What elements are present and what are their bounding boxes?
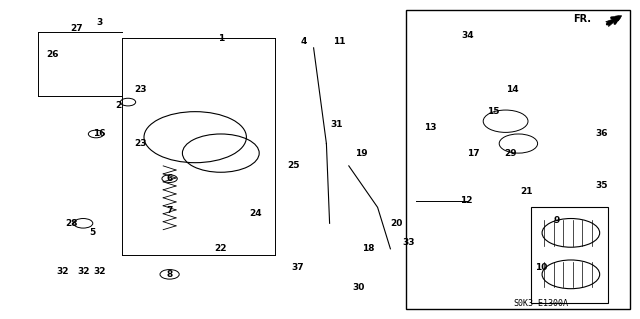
Text: 4: 4 bbox=[301, 37, 307, 46]
Text: 16: 16 bbox=[93, 130, 106, 138]
Text: 8: 8 bbox=[166, 270, 173, 279]
Text: 14: 14 bbox=[506, 85, 518, 94]
Bar bbox=[406, 10, 630, 309]
Text: 30: 30 bbox=[352, 283, 365, 292]
Text: 32: 32 bbox=[56, 267, 69, 276]
Text: 5: 5 bbox=[90, 228, 96, 237]
Bar bbox=[531, 207, 608, 303]
Text: 21: 21 bbox=[520, 187, 533, 196]
Text: FR.: FR. bbox=[573, 14, 591, 24]
Text: 15: 15 bbox=[486, 107, 499, 116]
Text: 11: 11 bbox=[333, 37, 346, 46]
Text: 1: 1 bbox=[218, 34, 224, 43]
Text: 3: 3 bbox=[96, 18, 102, 27]
Text: 27: 27 bbox=[70, 24, 83, 33]
Text: 17: 17 bbox=[467, 149, 480, 158]
Text: 31: 31 bbox=[330, 120, 343, 129]
Text: 13: 13 bbox=[424, 123, 436, 132]
Text: 32: 32 bbox=[93, 267, 106, 276]
Text: 24: 24 bbox=[250, 209, 262, 218]
Text: 37: 37 bbox=[291, 263, 304, 272]
Text: 33: 33 bbox=[402, 238, 415, 247]
Text: 26: 26 bbox=[46, 50, 59, 59]
Text: 32: 32 bbox=[77, 267, 90, 276]
Text: 34: 34 bbox=[461, 31, 474, 40]
Text: 28: 28 bbox=[65, 219, 78, 228]
Text: 22: 22 bbox=[214, 244, 227, 253]
Text: 25: 25 bbox=[287, 161, 300, 170]
Text: 19: 19 bbox=[355, 149, 368, 158]
Text: 6: 6 bbox=[166, 174, 173, 183]
Text: 7: 7 bbox=[166, 206, 173, 215]
Text: 9: 9 bbox=[554, 216, 560, 225]
Text: 29: 29 bbox=[504, 149, 516, 158]
Text: 36: 36 bbox=[595, 130, 608, 138]
Text: 12: 12 bbox=[460, 197, 472, 205]
Text: 35: 35 bbox=[595, 181, 608, 189]
Text: 23: 23 bbox=[134, 85, 147, 94]
Text: 18: 18 bbox=[362, 244, 374, 253]
Text: 2: 2 bbox=[115, 101, 122, 110]
Text: 23: 23 bbox=[134, 139, 147, 148]
Text: 10: 10 bbox=[534, 263, 547, 272]
Text: 20: 20 bbox=[390, 219, 403, 228]
Text: S0K3-E1300A: S0K3-E1300A bbox=[513, 299, 568, 308]
